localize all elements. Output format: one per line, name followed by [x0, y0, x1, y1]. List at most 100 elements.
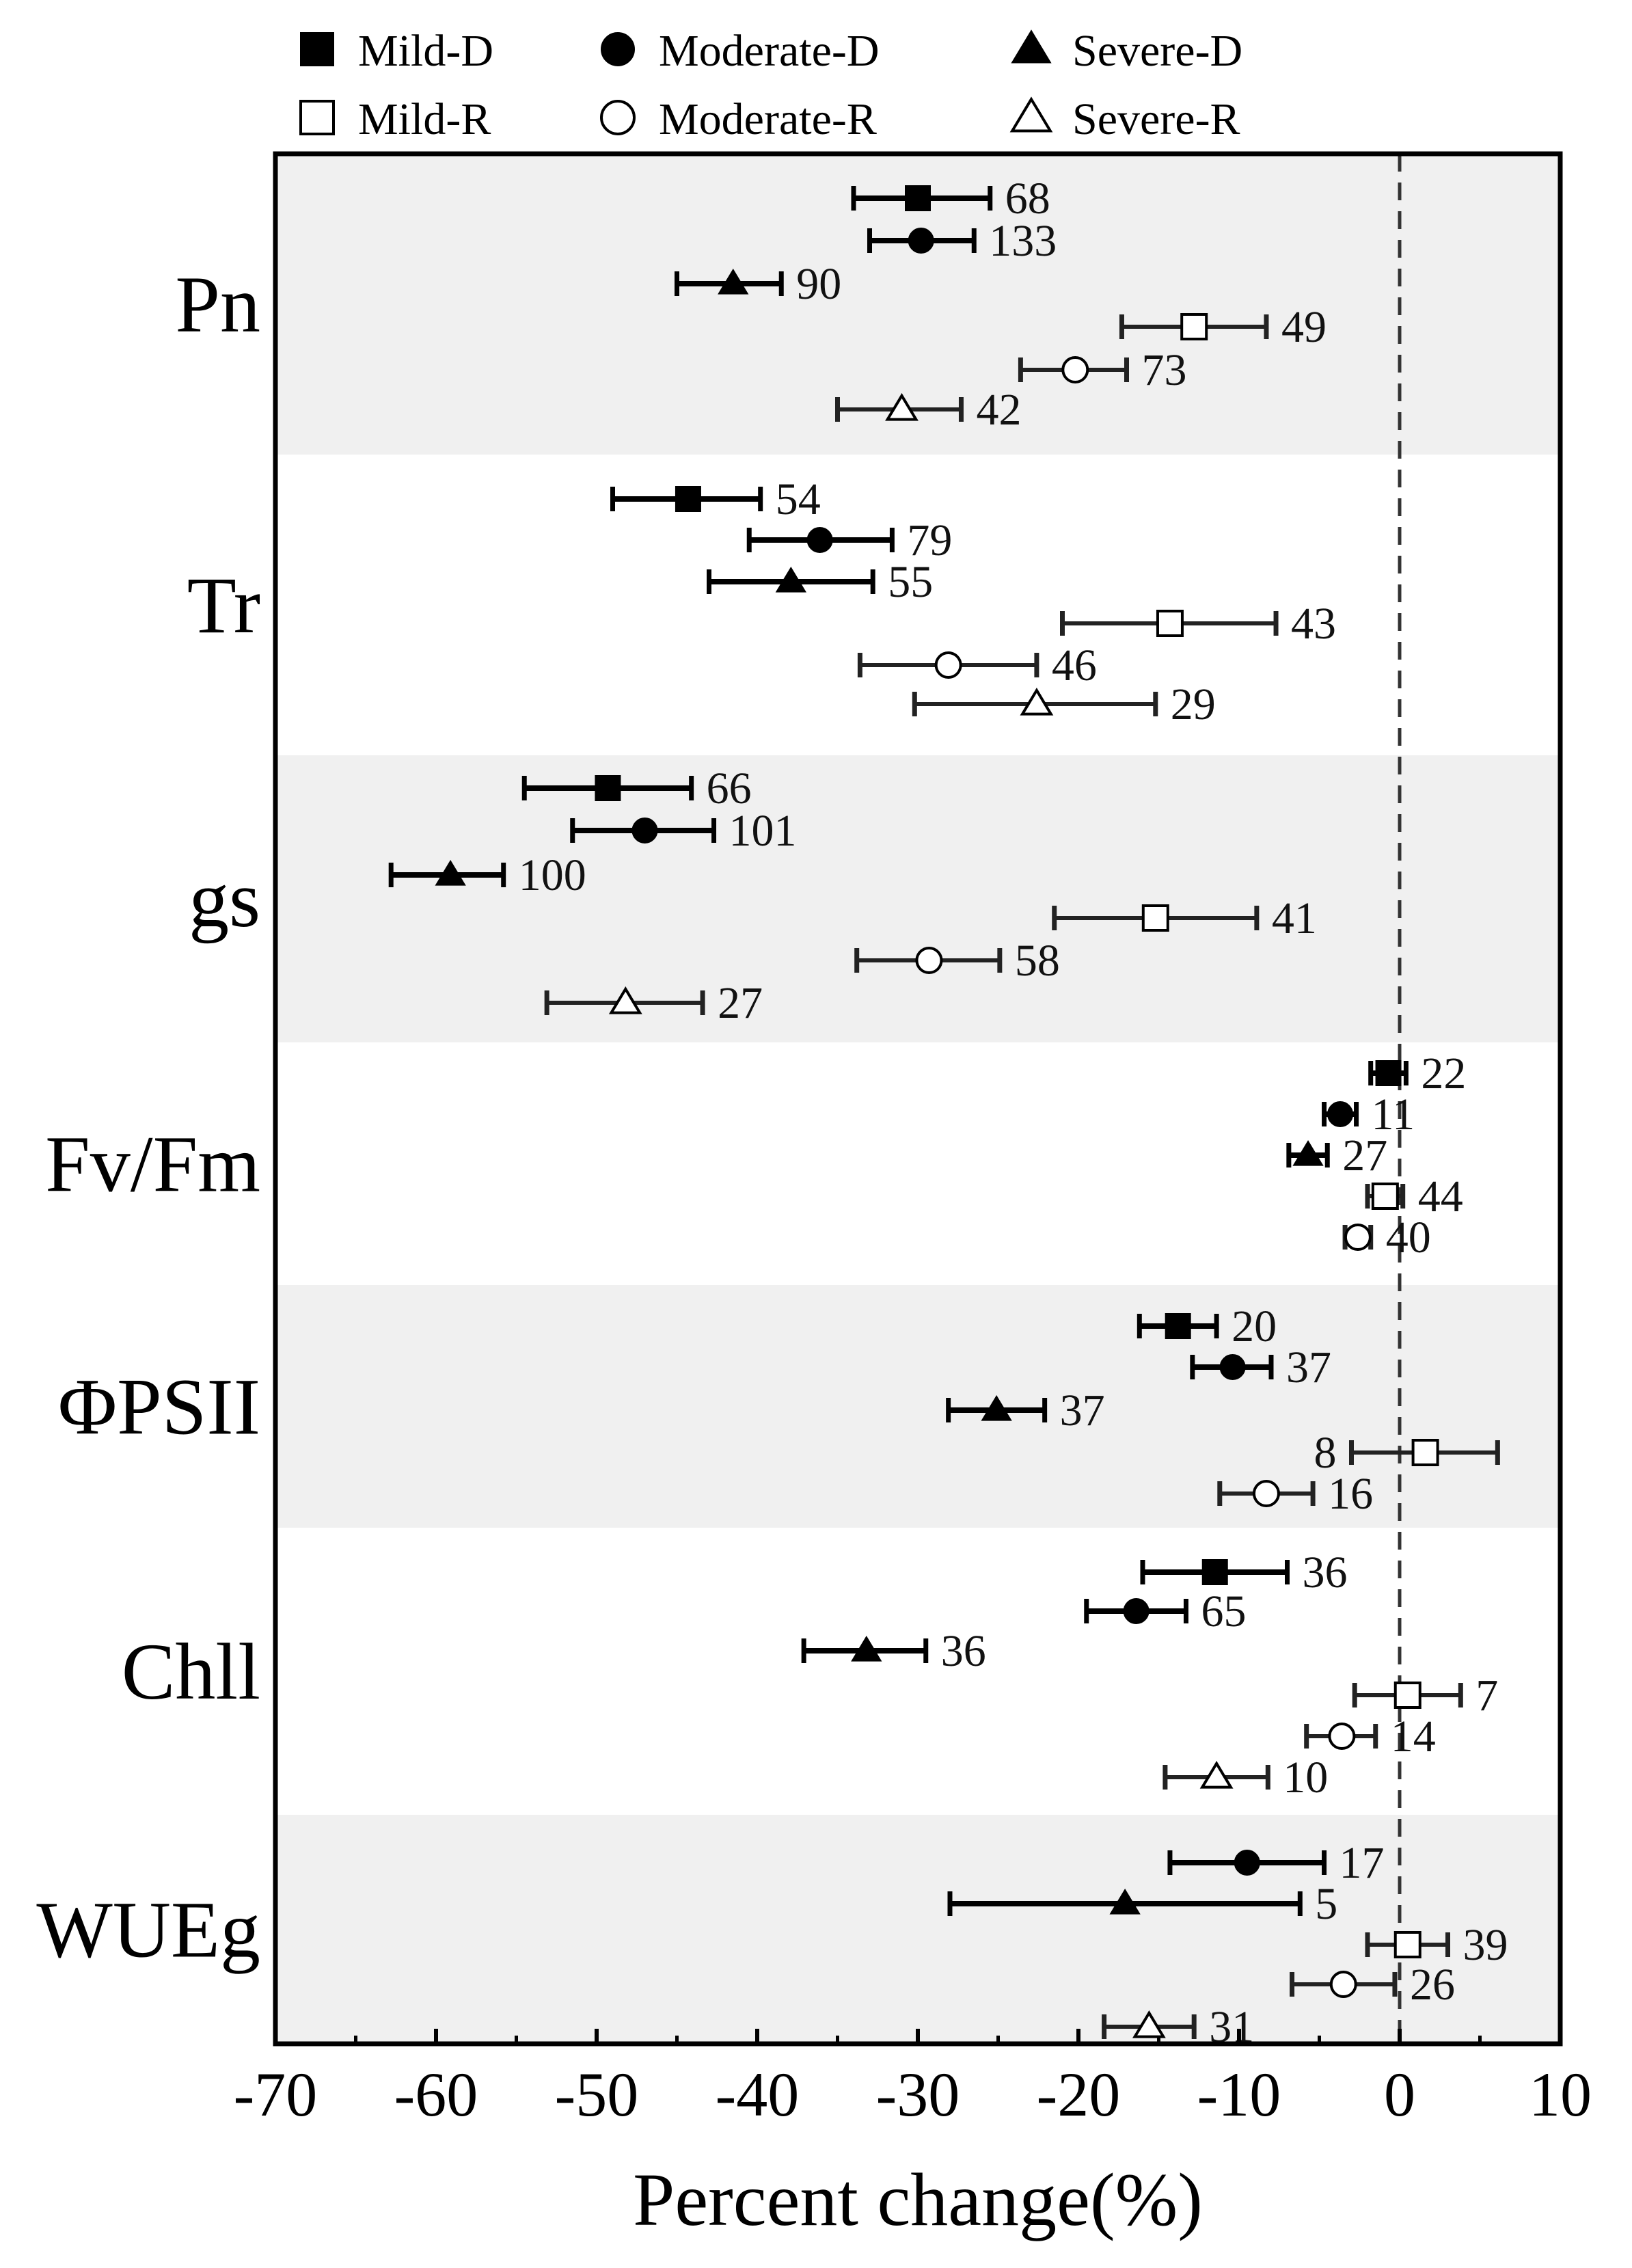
point-fv-fm-mild-d — [1375, 1060, 1402, 1086]
legend-label-mild-r: Mild-R — [358, 94, 491, 144]
point-chll-moderate-d — [1123, 1598, 1150, 1624]
point-fv-fm-severe-d — [1292, 1139, 1324, 1166]
point-psii-mild-d — [1165, 1313, 1191, 1339]
x-tick-label-0: -70 — [234, 2060, 318, 2129]
point-psii-moderate-d — [1219, 1354, 1246, 1380]
point-psii-moderate-r — [1252, 1480, 1280, 1507]
n-label-chll-mild-r: 7 — [1475, 1671, 1498, 1720]
n-label-tr-mild-r: 43 — [1291, 599, 1336, 649]
point-wueg-severe-d — [1109, 1888, 1141, 1915]
x-axis: -70 -60 -50 -40 -30 -20 -10 0 10 — [234, 2029, 1592, 2129]
point-pn-moderate-r — [1061, 356, 1089, 383]
n-label-psii-severe-d: 37 — [1060, 1386, 1105, 1435]
legend-marker-severe-d — [1011, 29, 1052, 64]
legend-marker-mild-d — [300, 32, 334, 66]
n-label-pn-mild-r: 49 — [1281, 302, 1327, 352]
point-pn-severe-d — [718, 268, 749, 295]
point-tr-severe-d — [775, 566, 806, 593]
n-label-gs-mild-r: 41 — [1272, 893, 1317, 943]
group-label-wueg: WUEg — [36, 1885, 260, 1975]
n-label-wueg-moderate-d: 17 — [1339, 1838, 1385, 1888]
n-label-chll-moderate-r: 14 — [1391, 1712, 1436, 1761]
band-wueg — [275, 1815, 1560, 2044]
n-label-chll-moderate-d: 65 — [1201, 1587, 1246, 1636]
n-label-tr-severe-r: 29 — [1171, 679, 1216, 729]
x-tick-label-5: -20 — [1037, 2060, 1121, 2129]
legend-label-severe-r: Severe-R — [1072, 94, 1240, 144]
x-tick-label-3: -40 — [716, 2060, 800, 2129]
n-label-wueg-moderate-r: 26 — [1410, 1960, 1455, 2010]
point-gs-severe-d — [435, 859, 466, 886]
point-chll-severe-r — [1199, 1761, 1234, 1789]
point-tr-mild-d — [675, 486, 701, 512]
n-label-fv-fm-mild-d: 22 — [1421, 1049, 1466, 1098]
point-fv-fm-moderate-r — [1344, 1224, 1372, 1251]
point-chll-mild-r — [1393, 1682, 1422, 1709]
point-pn-moderate-d — [908, 228, 934, 254]
n-label-chll-severe-r: 10 — [1283, 1753, 1328, 1803]
legend-marker-moderate-r — [600, 100, 636, 135]
group-label-fv-fm: Fv/Fm — [45, 1120, 260, 1209]
n-label-tr-severe-d: 55 — [888, 557, 933, 607]
x-tick-label-4: -30 — [876, 2060, 960, 2129]
legend-marker-moderate-d — [601, 32, 635, 66]
point-chll-moderate-r — [1328, 1723, 1356, 1750]
group-label-gs: gs — [189, 854, 260, 944]
legend-label-moderate-d: Moderate-D — [659, 26, 880, 76]
n-label-psii-mild-d: 20 — [1232, 1301, 1277, 1351]
point-gs-mild-r — [1141, 904, 1169, 932]
n-label-gs-severe-d: 100 — [519, 850, 586, 900]
legend-label-severe-d: Severe-D — [1072, 26, 1242, 76]
point-wueg-moderate-r — [1329, 1971, 1357, 1998]
n-label-gs-severe-r: 27 — [718, 978, 763, 1028]
n-label-psii-mild-r: 8 — [1314, 1428, 1337, 1478]
point-chll-severe-d — [851, 1635, 882, 1662]
n-label-wueg-severe-d: 5 — [1315, 1879, 1337, 1929]
n-label-gs-moderate-d: 101 — [729, 806, 797, 856]
group-bands — [275, 154, 1560, 2044]
x-tick-label-7: 0 — [1384, 2060, 1415, 2129]
point-wueg-severe-r — [1132, 2010, 1166, 2038]
group-label-tr: Tr — [187, 561, 260, 650]
n-label-tr-moderate-r: 46 — [1052, 640, 1097, 690]
point-pn-mild-d — [905, 185, 931, 211]
group-label-chll: Chll — [122, 1627, 260, 1716]
x-axis-title: Percent change(%) — [633, 2158, 1203, 2241]
n-label-pn-severe-d: 90 — [796, 259, 841, 309]
legend-marker-mild-r — [299, 100, 335, 135]
point-tr-moderate-r — [934, 651, 962, 679]
point-pn-severe-r — [885, 393, 919, 421]
band-psii — [275, 1285, 1560, 1528]
point-chll-mild-d — [1201, 1559, 1228, 1585]
n-label-chll-mild-d: 36 — [1303, 1548, 1348, 1597]
band-gs — [275, 755, 1560, 1042]
n-label-wueg-mild-r: 39 — [1463, 1920, 1508, 1970]
n-label-pn-severe-r: 42 — [976, 385, 1021, 435]
x-tick-label-6: -10 — [1197, 2060, 1281, 2129]
point-gs-severe-r — [608, 986, 642, 1014]
point-tr-mild-r — [1156, 610, 1184, 637]
group-label-pn: Pn — [175, 260, 260, 349]
legend: Mild-D Moderate-D Severe-D Mild-R Moderate-R… — [299, 26, 1242, 144]
x-tick-label-1: -60 — [394, 2060, 478, 2129]
group-label-psii: ΦPSII — [58, 1362, 260, 1452]
n-label-fv-fm-moderate-r: 40 — [1386, 1213, 1431, 1263]
point-gs-mild-d — [595, 775, 621, 801]
point-gs-moderate-r — [915, 947, 943, 974]
point-pn-mild-r — [1180, 313, 1208, 340]
n-label-psii-moderate-r: 16 — [1328, 1469, 1373, 1519]
n-label-tr-moderate-d: 79 — [907, 515, 952, 565]
point-gs-moderate-d — [631, 818, 658, 843]
data-points: 6813390497342547955434629661011004158272… — [388, 174, 1508, 2052]
point-fv-fm-moderate-d — [1327, 1101, 1354, 1127]
n-label-gs-moderate-r: 58 — [1015, 936, 1060, 986]
point-wueg-mild-r — [1393, 1931, 1422, 1958]
point-wueg-moderate-d — [1234, 1850, 1260, 1876]
n-label-pn-moderate-d: 133 — [989, 216, 1057, 266]
n-label-tr-mild-d: 54 — [776, 474, 821, 524]
legend-label-mild-d: Mild-D — [358, 26, 493, 76]
n-label-pn-mild-d: 68 — [1005, 174, 1050, 224]
n-label-fv-fm-severe-d: 27 — [1342, 1131, 1387, 1180]
group-labels: Pn Tr gs Fv/Fm ΦPSII Chll WUEg — [36, 260, 260, 1975]
